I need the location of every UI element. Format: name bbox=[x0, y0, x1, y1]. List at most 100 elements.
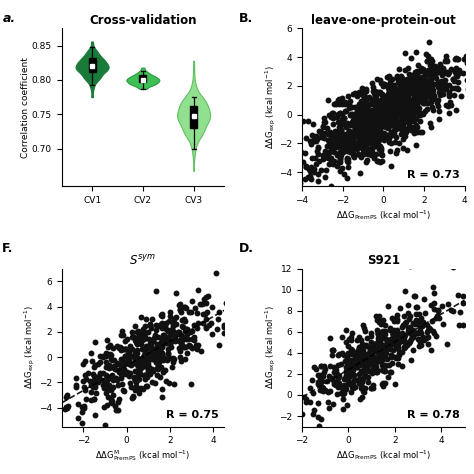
Point bbox=[331, 132, 338, 139]
Point bbox=[141, 373, 148, 380]
Point bbox=[363, 363, 371, 371]
Point bbox=[94, 360, 102, 368]
Point bbox=[376, 106, 383, 113]
Point bbox=[310, 165, 318, 173]
Point bbox=[316, 374, 323, 382]
Point bbox=[376, 145, 383, 153]
Point bbox=[103, 376, 111, 384]
Point bbox=[349, 130, 356, 137]
Point bbox=[166, 312, 174, 320]
Point bbox=[350, 371, 357, 378]
Point bbox=[368, 145, 375, 153]
Point bbox=[107, 374, 115, 382]
Point bbox=[411, 91, 419, 99]
Point bbox=[337, 121, 345, 129]
Point bbox=[419, 95, 426, 102]
Point bbox=[141, 322, 148, 330]
Point bbox=[346, 129, 354, 137]
Point bbox=[330, 144, 338, 151]
Point bbox=[333, 113, 341, 121]
Point bbox=[377, 110, 384, 118]
Point bbox=[362, 118, 369, 126]
Point bbox=[360, 90, 368, 97]
Point bbox=[383, 116, 390, 123]
Point bbox=[143, 362, 150, 369]
Point bbox=[340, 352, 348, 359]
Point bbox=[432, 74, 440, 82]
Point bbox=[358, 145, 365, 152]
Point bbox=[324, 124, 331, 131]
Point bbox=[374, 125, 381, 132]
Point bbox=[155, 349, 163, 356]
Point bbox=[335, 132, 342, 139]
Point bbox=[329, 109, 337, 117]
Point bbox=[383, 115, 391, 123]
Point bbox=[347, 129, 355, 137]
Point bbox=[321, 365, 329, 373]
Point bbox=[349, 151, 357, 159]
Point bbox=[79, 378, 87, 385]
Point bbox=[362, 115, 370, 123]
Point bbox=[376, 76, 384, 84]
Point bbox=[367, 145, 375, 153]
Point bbox=[194, 319, 201, 327]
Point bbox=[393, 317, 401, 324]
Point bbox=[135, 375, 142, 383]
Point bbox=[176, 305, 183, 312]
Point bbox=[398, 104, 405, 112]
Point bbox=[434, 78, 442, 85]
Point bbox=[359, 135, 367, 142]
Point bbox=[358, 121, 366, 128]
Point bbox=[381, 367, 388, 375]
Point bbox=[336, 127, 343, 134]
Point bbox=[371, 363, 378, 370]
Point bbox=[405, 111, 413, 118]
Point bbox=[398, 101, 405, 109]
Point bbox=[178, 334, 185, 341]
Point bbox=[209, 304, 216, 311]
Point bbox=[324, 155, 331, 162]
Point bbox=[376, 134, 384, 141]
Point bbox=[326, 130, 333, 138]
Point bbox=[169, 320, 177, 328]
Point bbox=[179, 323, 187, 331]
Point bbox=[425, 53, 432, 60]
Point bbox=[418, 93, 426, 100]
Point bbox=[207, 319, 214, 327]
Point bbox=[389, 332, 396, 340]
Point bbox=[392, 342, 400, 350]
Point bbox=[438, 71, 446, 79]
Point bbox=[134, 362, 141, 370]
Point bbox=[80, 405, 87, 412]
Point bbox=[142, 382, 150, 390]
Point bbox=[337, 128, 344, 136]
Point bbox=[382, 122, 389, 129]
Point bbox=[106, 341, 114, 349]
Point bbox=[354, 108, 361, 115]
Point bbox=[388, 107, 395, 115]
Point bbox=[348, 330, 356, 337]
Point bbox=[154, 353, 162, 361]
Point bbox=[368, 148, 376, 155]
Point bbox=[336, 155, 344, 162]
Point bbox=[372, 346, 379, 354]
Point bbox=[332, 140, 340, 148]
Point bbox=[394, 75, 402, 82]
Point bbox=[333, 151, 340, 159]
Point bbox=[391, 82, 398, 89]
Point bbox=[456, 66, 463, 74]
Point bbox=[347, 369, 355, 376]
Point bbox=[154, 365, 162, 372]
Point bbox=[351, 126, 359, 133]
Point bbox=[370, 354, 378, 362]
Point bbox=[362, 102, 370, 110]
Point bbox=[358, 353, 365, 360]
Point bbox=[160, 368, 167, 376]
Point bbox=[351, 153, 358, 161]
Point bbox=[180, 344, 187, 351]
Point bbox=[398, 108, 406, 116]
Point bbox=[120, 365, 128, 373]
Point bbox=[371, 354, 378, 361]
Point bbox=[63, 392, 71, 399]
Point bbox=[319, 383, 326, 391]
